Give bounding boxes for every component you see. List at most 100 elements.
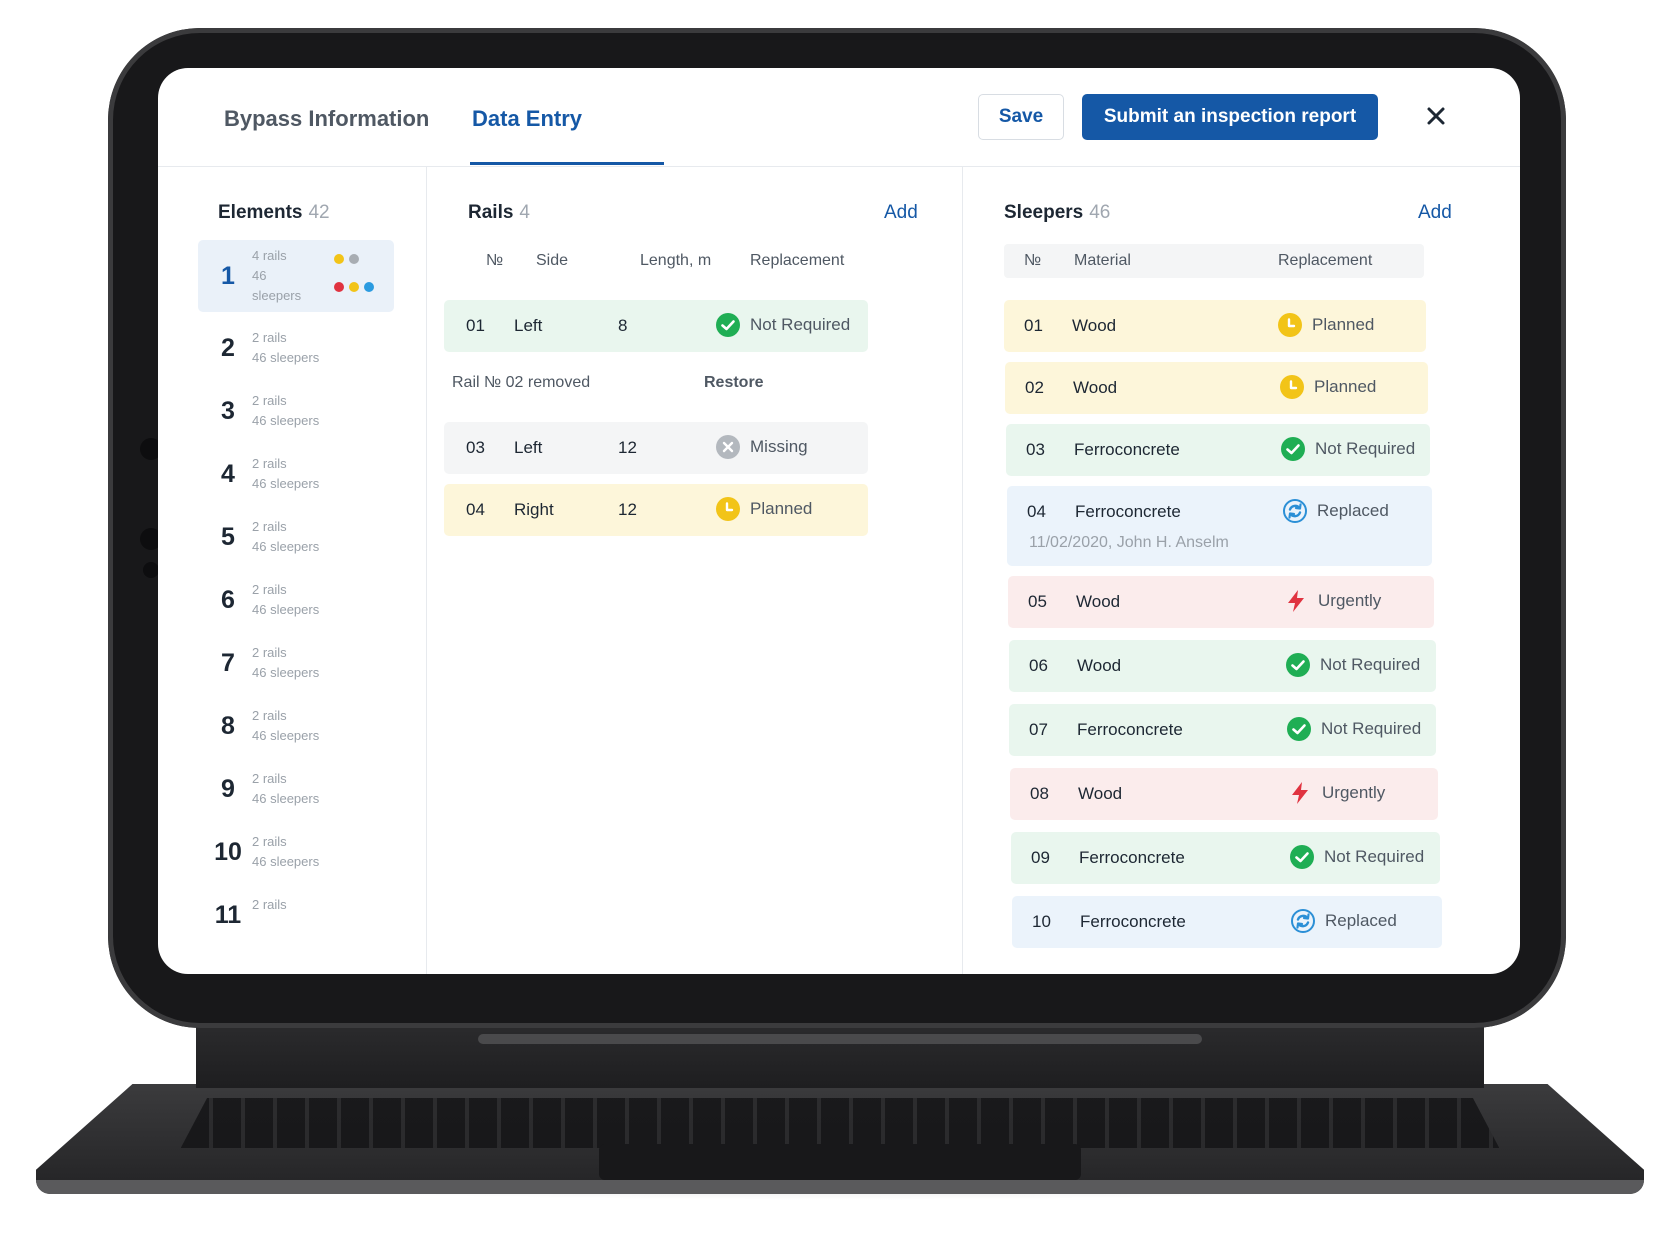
element-item-3[interactable]: 3 2 rails 46 sleepers xyxy=(198,381,394,443)
element-item-8[interactable]: 8 2 rails 46 sleepers xyxy=(198,696,394,758)
rail-status: Missing xyxy=(716,435,808,459)
rail-row[interactable]: 01 Left 8 Not Required xyxy=(444,300,868,352)
sleeper-no: 09 xyxy=(1031,848,1050,867)
element-rails: 2 rails xyxy=(252,897,287,912)
sleeper-row[interactable]: 04 Ferroconcrete Replaced 11/02/2020, Jo… xyxy=(1007,486,1432,566)
sleeper-status-label: Planned xyxy=(1314,377,1377,396)
sleeper-status: Not Required xyxy=(1281,437,1415,461)
rails-col-length: Length, m xyxy=(640,252,712,269)
sleeper-row[interactable]: 01 Wood Planned xyxy=(1004,300,1426,352)
element-meta: 2 rails 46 sleepers xyxy=(252,580,319,620)
check-circle-icon xyxy=(1286,653,1310,677)
sleeper-status: Not Required xyxy=(1287,717,1421,741)
check-circle-icon xyxy=(716,313,740,337)
sleeper-no: 04 xyxy=(1027,502,1046,521)
element-meta: 2 rails 46 sleepers xyxy=(252,706,319,746)
element-number: 8 xyxy=(221,712,235,740)
keyboard xyxy=(36,1084,1644,1194)
sleeper-no: 10 xyxy=(1032,912,1051,931)
element-item-1[interactable]: 1 4 rails 46 sleepers xyxy=(198,240,394,312)
sleeper-material: Wood xyxy=(1078,784,1123,803)
rail-side: Right xyxy=(514,500,554,519)
active-tab-indicator xyxy=(470,162,664,165)
camera-dot xyxy=(140,528,162,550)
element-number: 11 xyxy=(214,901,242,929)
sleeper-status: Not Required xyxy=(1286,653,1420,677)
rail-length: 12 xyxy=(618,438,637,457)
rail-status-label: Missing xyxy=(750,437,808,456)
sleeper-no: 07 xyxy=(1029,720,1048,739)
sleeper-no: 08 xyxy=(1030,784,1049,803)
tab-bypass-information[interactable]: Bypass Information xyxy=(224,106,430,131)
sleeper-status-label: Not Required xyxy=(1315,439,1416,458)
rail-row[interactable]: 03 Left 12 Missing xyxy=(444,422,868,474)
sleeper-status: Urgently xyxy=(1284,589,1381,613)
element-item-7[interactable]: 7 2 rails 46 sleepers xyxy=(198,633,394,695)
element-item-2[interactable]: 2 2 rails 46 sleepers xyxy=(198,318,394,380)
add-sleeper-link[interactable]: Add xyxy=(1418,202,1452,223)
sleeper-material: Ferroconcrete xyxy=(1077,720,1183,739)
rail-status: Not Required xyxy=(716,313,850,337)
element-meta: 2 rails 46 sleepers xyxy=(252,391,319,431)
element-rails: 2 rails xyxy=(252,330,287,345)
sleeper-status-label: Not Required xyxy=(1320,655,1421,674)
element-item-10[interactable]: 10 2 rails 46 sleepers xyxy=(198,822,394,884)
elements-title-label: Elements xyxy=(218,202,303,223)
sleeper-row[interactable]: 10 Ferroconcrete Replaced xyxy=(1012,896,1442,948)
element-item-4[interactable]: 4 2 rails 46 sleepers xyxy=(198,444,394,506)
yellow-dot xyxy=(334,254,344,264)
refresh-icon xyxy=(1291,909,1315,933)
sleeper-row[interactable]: 09 Ferroconcrete Not Required xyxy=(1011,832,1440,884)
sleeper-material: Ferroconcrete xyxy=(1075,502,1181,521)
element-item-11[interactable]: 11 2 rails xyxy=(198,885,394,947)
sleeper-material: Wood xyxy=(1073,378,1118,397)
element-item-5[interactable]: 5 2 rails 46 sleepers xyxy=(198,507,394,569)
element-item-6[interactable]: 6 2 rails 46 sleepers xyxy=(198,570,394,632)
element-item-9[interactable]: 9 2 rails 46 sleepers xyxy=(198,759,394,821)
sleeper-material: Wood xyxy=(1076,592,1121,611)
element-number: 2 xyxy=(221,334,235,362)
rails-count: 4 xyxy=(519,202,530,223)
close-icon[interactable] xyxy=(1418,98,1454,134)
sleeper-row[interactable]: 07 Ferroconcrete Not Required xyxy=(1009,704,1436,756)
check-circle-icon xyxy=(1281,437,1305,461)
column-divider xyxy=(426,166,427,974)
sleeper-status-label: Not Required xyxy=(1321,719,1422,738)
sleeper-material: Wood xyxy=(1077,656,1122,675)
element-meta: 2 rails 46 sleepers xyxy=(252,769,319,809)
restore-rail-button[interactable]: Restore xyxy=(704,374,764,391)
hinge-slot xyxy=(478,1034,1202,1044)
submit-report-button[interactable]: Submit an inspection report xyxy=(1082,94,1378,140)
element-number: 9 xyxy=(221,775,235,803)
element-sleepers: 46 sleepers xyxy=(252,413,320,428)
camera-dot xyxy=(143,562,159,578)
element-rails: 2 rails xyxy=(252,582,287,597)
sleeper-status-label: Planned xyxy=(1312,315,1375,334)
sleeper-row[interactable]: 02 Wood Planned xyxy=(1005,362,1428,414)
sleeper-replacement-note: 11/02/2020, John H. Anselm xyxy=(1029,534,1229,551)
elements-title: Elements 42 xyxy=(218,202,330,224)
element-sleepers-label: sleepers xyxy=(252,288,302,303)
save-button[interactable]: Save xyxy=(978,94,1064,140)
sleeper-row[interactable]: 08 Wood Urgently xyxy=(1010,768,1438,820)
sleeper-row[interactable]: 03 Ferroconcrete Not Required xyxy=(1006,424,1430,476)
sleeper-status-label: Urgently xyxy=(1318,591,1382,610)
add-rail-link[interactable]: Add xyxy=(884,202,918,223)
element-number: 3 xyxy=(221,397,235,425)
red-dot xyxy=(334,282,344,292)
element-rails: 2 rails xyxy=(252,834,287,849)
sleeper-no: 01 xyxy=(1024,316,1043,335)
sleeper-row[interactable]: 05 Wood Urgently xyxy=(1008,576,1434,628)
element-meta: 2 rails 46 sleepers xyxy=(252,328,319,368)
rail-row[interactable]: 04 Right 12 Planned xyxy=(444,484,868,536)
sleeper-status: Not Required xyxy=(1290,845,1424,869)
rails-title-label: Rails xyxy=(468,202,514,223)
app-screen: Bypass Information Data Entry Save Submi… xyxy=(158,68,1520,974)
element-rails: 2 rails xyxy=(252,393,287,408)
tab-data-entry[interactable]: Data Entry xyxy=(472,106,583,131)
blue-dot xyxy=(364,282,374,292)
element-rails: 2 rails xyxy=(252,519,287,534)
rail-status: Planned xyxy=(716,497,812,521)
sleeper-row[interactable]: 06 Wood Not Required xyxy=(1009,640,1436,692)
element-rails: 2 rails xyxy=(252,771,287,786)
